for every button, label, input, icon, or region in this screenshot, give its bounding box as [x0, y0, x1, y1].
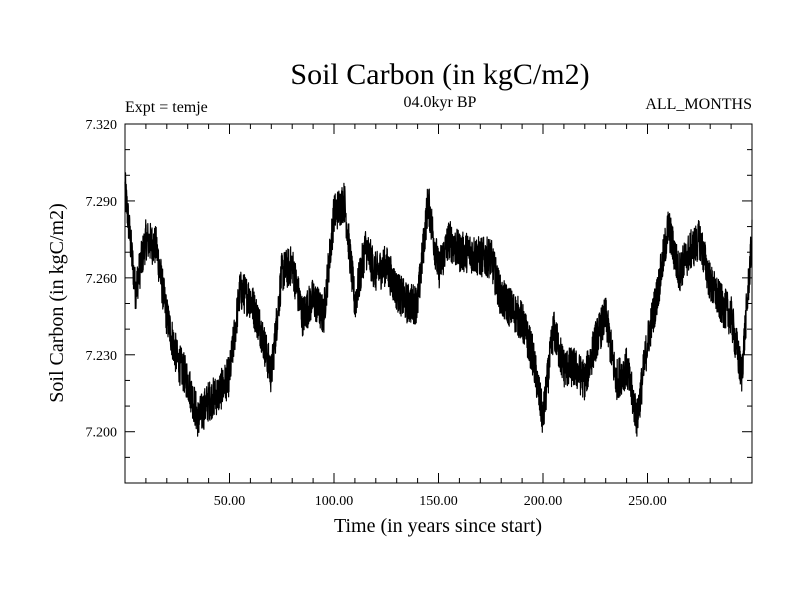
x-axis: 50.00 100.00 150.00 200.00 250.00	[145, 124, 732, 509]
y-axis: 7.200 7.230 7.260 7.290 7.320	[86, 118, 752, 484]
data-layer	[124, 172, 753, 437]
y-tick-label: 7.260	[86, 272, 118, 287]
experiment-label: Expt = temje	[125, 99, 208, 116]
chart-subtitle: 04.0kyr BP	[404, 94, 477, 111]
y-tick-label: 7.200	[86, 426, 118, 441]
y-axis-label: Soil Carbon (in kgC/m2)	[46, 203, 68, 402]
soil-carbon-series-line	[124, 172, 753, 437]
x-tick-label: 50.00	[214, 494, 246, 509]
y-tick-label: 7.290	[86, 195, 118, 210]
y-tick-label: 7.230	[86, 349, 118, 364]
x-tick-label: 200.00	[524, 494, 563, 509]
x-tick-label: 150.00	[419, 494, 458, 509]
y-tick-label: 7.320	[86, 118, 118, 133]
x-tick-label: 100.00	[315, 494, 354, 509]
x-tick-label: 250.00	[628, 494, 667, 509]
period-label: ALL_MONTHS	[645, 96, 752, 113]
x-axis-label: Time (in years since start)	[334, 515, 542, 537]
chart-title: Soil Carbon (in kgC/m2)	[290, 58, 589, 91]
